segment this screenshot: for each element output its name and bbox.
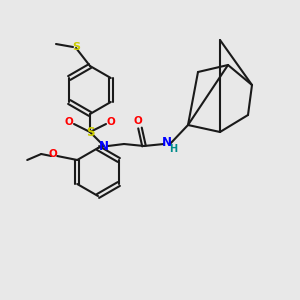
Text: O: O	[64, 117, 74, 127]
Text: N: N	[99, 140, 109, 152]
Text: O: O	[134, 116, 142, 126]
Text: S: S	[86, 125, 94, 139]
Text: O: O	[106, 117, 116, 127]
Text: H: H	[169, 144, 177, 154]
Text: O: O	[49, 149, 58, 159]
Text: S: S	[72, 42, 80, 52]
Text: N: N	[162, 136, 172, 148]
